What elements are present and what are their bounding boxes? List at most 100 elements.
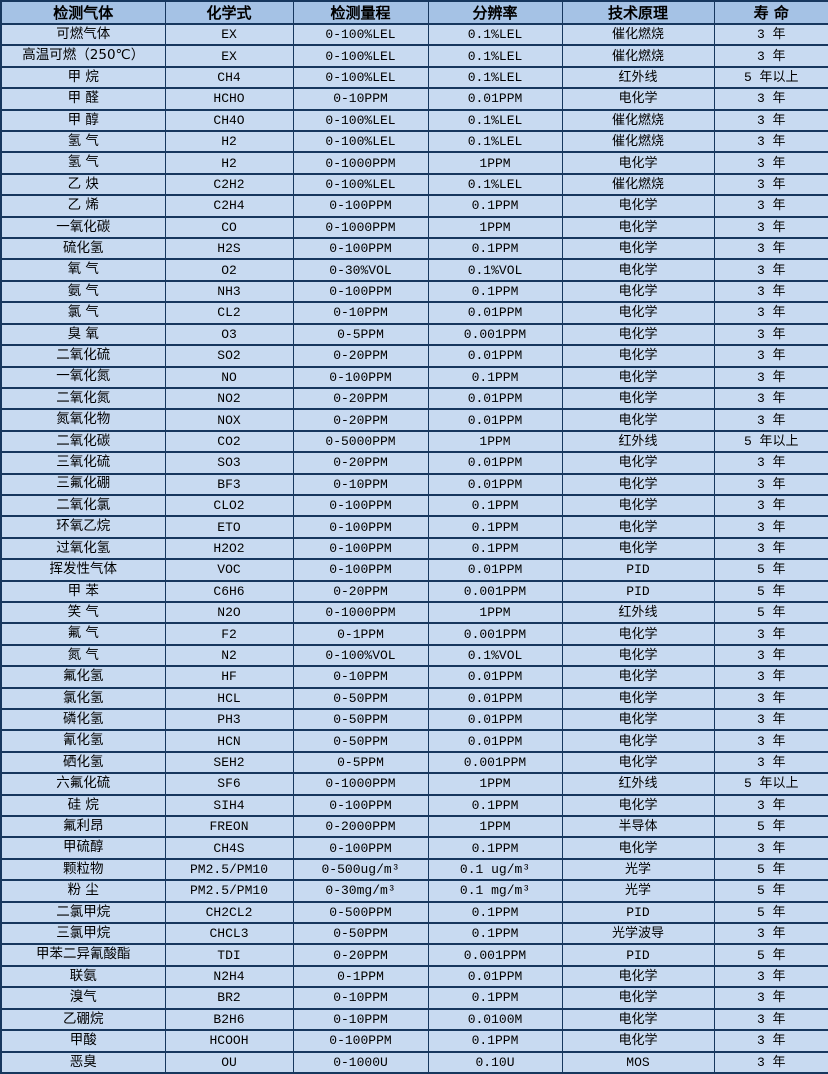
cell-range: 0-5PPM — [292, 322, 429, 347]
table-row: 氮氧化物 NOX 0-20PPM 0.01PPM 电化学 3 年 — [0, 408, 828, 432]
table-row: 颗粒物 PM2.5/PM10 0-500ug/m³ 0.1 ug/m³ 光学 5 年 — [0, 857, 828, 882]
table-row: 乙 炔 C2H2 0-100%LEL 0.1%LEL 催化燃烧 3 年 — [0, 172, 828, 197]
table-row: 恶臭 OU 0-1000U 0.10U MOS 3 年 — [0, 1050, 828, 1074]
cell-lifespan: 3 年 — [713, 665, 828, 689]
cell-principle: 电化学 — [561, 194, 715, 218]
cell-lifespan: 5 年 — [713, 558, 828, 582]
cell-formula: C2H2 — [164, 172, 294, 197]
cell-lifespan: 3 年 — [713, 151, 828, 175]
table-row: 二氯甲烷 CH2CL2 0-500PPM 0.1PPM PID 5 年 — [0, 900, 828, 925]
cell-resolution: 0.1%LEL — [427, 172, 563, 197]
cell-gas: 甲酸 — [0, 1029, 166, 1053]
table-row: 硒化氢 SEH2 0-5PPM 0.001PPM 电化学 3 年 — [0, 750, 828, 775]
cell-principle: 电化学 — [561, 665, 715, 689]
cell-range: 0-1000PPM — [292, 772, 429, 796]
cell-range: 0-100%LEL — [292, 22, 429, 47]
cell-principle: 电化学 — [561, 322, 715, 347]
cell-gas: 一氧化碳 — [0, 215, 166, 240]
table-row: 溴气 BR2 0-10PPM 0.1PPM 电化学 3 年 — [0, 986, 828, 1010]
cell-principle: 电化学 — [561, 536, 715, 561]
cell-formula: TDI — [164, 943, 294, 967]
cell-resolution: 1PPM — [427, 215, 563, 240]
cell-gas: 二氯甲烷 — [0, 900, 166, 925]
cell-range: 0-2000PPM — [292, 815, 429, 839]
cell-formula: O3 — [164, 322, 294, 347]
cell-lifespan: 3 年 — [713, 258, 828, 282]
cell-principle: 电化学 — [561, 515, 715, 539]
cell-principle: 半导体 — [561, 815, 715, 839]
cell-range: 0-100%LEL — [292, 65, 429, 90]
cell-principle: 电化学 — [561, 472, 715, 496]
cell-principle: 电化学 — [561, 964, 715, 989]
cell-principle: 红外线 — [561, 65, 715, 90]
cell-formula: N2O — [164, 600, 294, 625]
cell-formula: F2 — [164, 622, 294, 646]
cell-resolution: 0.1PPM — [427, 365, 563, 389]
cell-formula: CH2CL2 — [164, 900, 294, 925]
cell-gas: 氮氧化物 — [0, 408, 166, 432]
cell-principle: 光学 — [561, 857, 715, 882]
cell-lifespan: 3 年 — [713, 386, 828, 411]
cell-range: 0-100PPM — [292, 237, 429, 261]
cell-principle: 催化燃烧 — [561, 130, 715, 154]
cell-formula: N2 — [164, 643, 294, 668]
cell-range: 0-30%VOL — [292, 258, 429, 282]
table-row: 可燃气体 EX 0-100%LEL 0.1%LEL 催化燃烧 3 年 — [0, 22, 828, 47]
table-row: 氯 气 CL2 0-10PPM 0.01PPM 电化学 3 年 — [0, 301, 828, 325]
cell-lifespan: 3 年 — [713, 322, 828, 347]
table-row: 挥发性气体 VOC 0-100PPM 0.01PPM PID 5 年 — [0, 558, 828, 582]
cell-formula: BR2 — [164, 986, 294, 1010]
cell-lifespan: 3 年 — [713, 365, 828, 389]
cell-gas: 甲 醛 — [0, 87, 166, 111]
cell-range: 0-30mg/m³ — [292, 879, 429, 903]
cell-gas: 乙硼烷 — [0, 1007, 166, 1032]
cell-lifespan: 3 年 — [713, 515, 828, 539]
cell-lifespan: 5 年以上 — [713, 772, 828, 796]
cell-gas: 甲苯二异氰酸酯 — [0, 943, 166, 967]
cell-gas: 氨 气 — [0, 279, 166, 304]
cell-gas: 六氟化硫 — [0, 772, 166, 796]
table-row: 硫化氢 H2S 0-100PPM 0.1PPM 电化学 3 年 — [0, 237, 828, 261]
cell-gas: 可燃气体 — [0, 22, 166, 47]
cell-resolution: 0.1PPM — [427, 279, 563, 304]
cell-lifespan: 3 年 — [713, 472, 828, 496]
cell-principle: 电化学 — [561, 622, 715, 646]
cell-gas: 过氧化氢 — [0, 536, 166, 561]
col-header-gas: 检测气体 — [0, 0, 166, 25]
cell-lifespan: 3 年 — [713, 536, 828, 561]
table-row: 二氧化碳 CO2 0-5000PPM 1PPM 红外线 5 年以上 — [0, 429, 828, 454]
cell-formula: H2O2 — [164, 536, 294, 561]
cell-gas: 二氧化碳 — [0, 429, 166, 454]
cell-gas: 三氟化硼 — [0, 472, 166, 496]
cell-lifespan: 3 年 — [713, 750, 828, 775]
cell-principle: 光学波导 — [561, 922, 715, 946]
table-row: 氧 气 O2 0-30%VOL 0.1%VOL 电化学 3 年 — [0, 258, 828, 282]
cell-formula: CLO2 — [164, 493, 294, 518]
cell-range: 0-100PPM — [292, 793, 429, 818]
cell-range: 0-1000PPM — [292, 151, 429, 175]
cell-resolution: 0.1PPM — [427, 922, 563, 946]
cell-range: 0-1PPM — [292, 622, 429, 646]
cell-formula: C6H6 — [164, 579, 294, 603]
cell-range: 0-100PPM — [292, 1029, 429, 1053]
cell-gas: 乙 烯 — [0, 194, 166, 218]
cell-resolution: 0.01PPM — [427, 408, 563, 432]
col-header-formula: 化学式 — [164, 0, 294, 25]
table-row: 乙 烯 C2H4 0-100PPM 0.1PPM 电化学 3 年 — [0, 194, 828, 218]
cell-formula: SEH2 — [164, 750, 294, 775]
table-row: 甲 苯 C6H6 0-20PPM 0.001PPM PID 5 年 — [0, 579, 828, 603]
cell-resolution: 0.1%LEL — [427, 22, 563, 47]
table-row: 氰化氢 HCN 0-50PPM 0.01PPM 电化学 3 年 — [0, 729, 828, 753]
cell-resolution: 0.001PPM — [427, 579, 563, 603]
cell-formula: CO2 — [164, 429, 294, 454]
cell-lifespan: 3 年 — [713, 87, 828, 111]
cell-principle: 电化学 — [561, 1029, 715, 1053]
table-row: 一氧化氮 NO 0-100PPM 0.1PPM 电化学 3 年 — [0, 365, 828, 389]
cell-range: 0-100%LEL — [292, 108, 429, 133]
cell-formula: H2 — [164, 130, 294, 154]
cell-range: 0-10PPM — [292, 665, 429, 689]
cell-lifespan: 5 年以上 — [713, 65, 828, 90]
cell-principle: 电化学 — [561, 493, 715, 518]
cell-range: 0-10PPM — [292, 1007, 429, 1032]
